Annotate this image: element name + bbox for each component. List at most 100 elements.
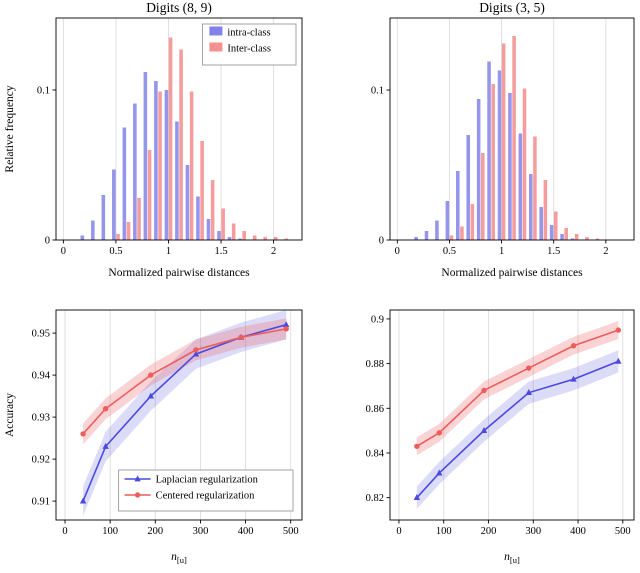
x-tick-label: 0 bbox=[395, 246, 400, 257]
y-tick-label: 0.84 bbox=[366, 448, 385, 459]
x-tick-label: 200 bbox=[147, 526, 163, 537]
hist-bar-inter-class bbox=[595, 238, 600, 240]
panel-accuracy-digits-8-9: 0 100 200 300 400 500 0.91 0.92 0.93 0.94 0.95 n[u]… bbox=[0, 284, 320, 568]
hist-bar-intra-class bbox=[466, 135, 470, 240]
marker-triangle bbox=[192, 350, 200, 357]
x-axis-label: n[u] bbox=[504, 551, 520, 565]
hist-bar-inter-class bbox=[491, 84, 495, 240]
x-tick-label: 0 bbox=[62, 526, 67, 537]
x-tick-label: 300 bbox=[525, 526, 541, 537]
hist-bar-intra-class bbox=[217, 231, 221, 240]
hist-bar-inter-class bbox=[168, 37, 173, 240]
hist-bar-intra-class bbox=[424, 231, 429, 240]
y-tick-label: 0.93 bbox=[32, 413, 50, 424]
y-axis-label: Accuracy bbox=[4, 393, 16, 437]
marker-triangle bbox=[413, 494, 421, 501]
hist-bar-inter-class bbox=[585, 237, 589, 240]
hist-digits-3-5-chart: 0 0.5 1 1.5 2 0 0.1 Digits (3, 5) Normalized pai… bbox=[371, 0, 635, 279]
hist-bar-intra-class bbox=[227, 237, 232, 240]
y-tick-label: 0 bbox=[379, 236, 384, 247]
panel-accuracy-digits-3-5: 0 100 200 300 400 500 0.82 0.84 0.86 0.88 0.9 n[u] bbox=[320, 284, 640, 568]
hist-bar-intra-class bbox=[508, 93, 512, 240]
y-tick-label: 0.94 bbox=[32, 371, 51, 382]
x-tick-label: 0.5 bbox=[443, 246, 456, 257]
hist-bar-inter-class bbox=[460, 226, 464, 240]
hist-bar-intra-class bbox=[539, 207, 543, 240]
hist-bar-intra-class bbox=[487, 61, 491, 240]
confidence-band-centered-regularization bbox=[416, 321, 619, 456]
hist-bar-inter-class bbox=[126, 222, 131, 240]
hist-bar-inter-class bbox=[512, 36, 516, 240]
hist-bar-inter-class bbox=[522, 88, 527, 240]
hist-bar-intra-class bbox=[238, 238, 242, 240]
hist-bar-intra-class bbox=[206, 219, 211, 240]
hist-bar-inter-class bbox=[137, 198, 141, 240]
hist-bar-inter-class bbox=[533, 136, 537, 240]
legend-label: Laplacian regularization bbox=[156, 475, 259, 486]
legend-label: Inter-class bbox=[227, 44, 271, 55]
marker-circle bbox=[436, 430, 442, 436]
hist-bar-inter-class bbox=[231, 223, 236, 240]
hist-bar-intra-class bbox=[154, 81, 158, 240]
marker-triangle bbox=[134, 475, 141, 482]
chart-title: Digits (8, 9) bbox=[146, 0, 212, 15]
y-tick-label: 0.1 bbox=[371, 86, 384, 97]
x-tick-label: 0 bbox=[396, 526, 401, 537]
hist-bar-intra-class bbox=[529, 174, 533, 240]
plot-frame bbox=[389, 17, 635, 241]
x-tick-label: 200 bbox=[481, 526, 497, 537]
hist-bar-intra-class bbox=[101, 195, 106, 240]
series-line-laplacian-regularization bbox=[416, 360, 619, 499]
marker-triangle bbox=[615, 357, 622, 364]
hist-bar-inter-class bbox=[284, 238, 289, 240]
hist-bar-inter-class bbox=[263, 237, 267, 240]
marker-circle bbox=[283, 326, 289, 332]
y-tick-label: 0 bbox=[45, 236, 50, 247]
hist-bar-inter-class bbox=[252, 235, 257, 240]
hist-bar-intra-class bbox=[143, 72, 148, 240]
x-tick-label: 300 bbox=[193, 526, 209, 537]
x-tick-label: 2 bbox=[603, 246, 608, 257]
y-axis-label: Relative frequency bbox=[4, 85, 16, 172]
marker-circle bbox=[102, 406, 109, 412]
y-tick-label: 0.1 bbox=[37, 86, 50, 97]
legend-label: intra-class bbox=[227, 28, 270, 39]
x-axis-label: Normalized pairwise distances bbox=[441, 267, 583, 279]
hist-bar-intra-class bbox=[175, 121, 179, 240]
plot-frame bbox=[55, 17, 303, 241]
marker-circle bbox=[414, 443, 420, 449]
legend-rect-swatch bbox=[209, 42, 223, 52]
x-axis-label: Normalized pairwise distances bbox=[108, 267, 250, 279]
hist-bar-inter-class bbox=[554, 211, 558, 240]
legend-label: Centered regularization bbox=[156, 491, 256, 502]
hist-bar-inter-class bbox=[221, 208, 225, 240]
panel-histogram-digits-8-9: 0 0.5 1 1.5 2 0 0.1 Digits (8, 9) Normalized pai… bbox=[0, 0, 320, 284]
marker-circle bbox=[80, 431, 86, 437]
hist-bar-inter-class bbox=[147, 150, 152, 240]
marker-triangle bbox=[480, 427, 488, 434]
x-tick-label: 400 bbox=[570, 526, 586, 537]
legend-box bbox=[118, 469, 294, 512]
series-line-centered-regularization bbox=[416, 329, 619, 447]
marker-triangle bbox=[147, 392, 154, 399]
hist-bar-intra-class bbox=[435, 220, 439, 240]
panel-histogram-digits-3-5: 0 0.5 1 1.5 2 0 0.1 Digits (3, 5) Normalized pai… bbox=[320, 0, 640, 284]
marker-circle bbox=[193, 347, 199, 353]
marker-triangle bbox=[283, 321, 290, 328]
hist-bar-intra-class bbox=[133, 103, 137, 240]
hist-bar-intra-class bbox=[122, 127, 127, 240]
hist-bar-inter-class bbox=[564, 228, 568, 240]
accuracy-digits-8-9-chart: 0 100 200 300 400 500 0.91 0.92 0.93 0.94 0.95 n[u]… bbox=[4, 309, 303, 565]
y-tick-label: 0.91 bbox=[32, 497, 50, 508]
marker-triangle bbox=[570, 375, 577, 382]
marker-triangle bbox=[525, 389, 532, 396]
hist-bar-intra-class bbox=[570, 238, 575, 240]
hist-bar-intra-class bbox=[112, 169, 116, 240]
legend-rect-swatch bbox=[209, 26, 223, 36]
hist-bar-inter-class bbox=[449, 235, 454, 240]
x-tick-label: 100 bbox=[436, 526, 452, 537]
marker-triangle bbox=[436, 469, 443, 476]
marker-circle bbox=[134, 492, 141, 498]
marker-circle bbox=[615, 327, 622, 333]
